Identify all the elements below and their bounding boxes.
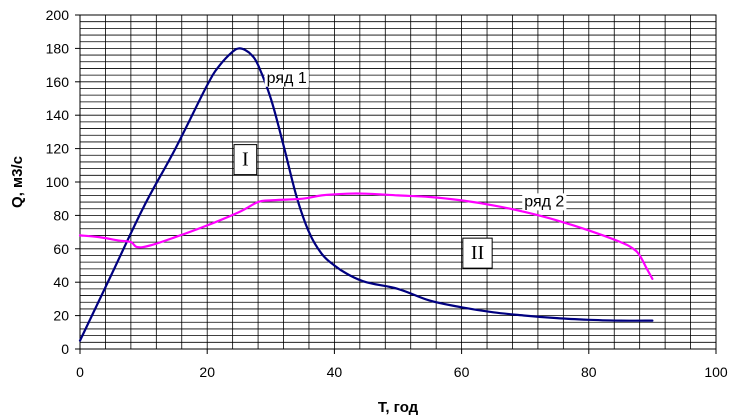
- x-tick-label: 0: [76, 364, 84, 380]
- series-line-2: [78, 192, 654, 280]
- y-axis-ticks: 0 20 40 60 80 100 120 140 160 180 200: [46, 7, 80, 357]
- region-label-text: II: [471, 242, 484, 264]
- y-tick-label: 0: [61, 341, 69, 357]
- series-name-label-bg: [522, 193, 567, 211]
- y-tick-label: 180: [46, 40, 70, 56]
- region-label-4: II: [462, 237, 493, 269]
- series-name-label-bg: [264, 69, 309, 87]
- y-tick-label: 120: [46, 141, 70, 157]
- x-tick-label: 40: [327, 364, 343, 380]
- y-tick-label: 80: [53, 207, 69, 223]
- region-label-text: I: [242, 149, 249, 171]
- y-tick-label: 40: [53, 274, 69, 290]
- region-label-box: [462, 237, 493, 269]
- y-tick-label: 100: [46, 174, 70, 190]
- region-label-3: I: [233, 144, 258, 176]
- series-line-1: [78, 47, 654, 342]
- x-tick-label: 100: [704, 364, 728, 380]
- y-tick-label: 20: [53, 308, 69, 324]
- x-axis-title: T, год: [378, 399, 419, 416]
- y-tick-label: 200: [46, 7, 70, 23]
- y-axis-title: Q, м3/с: [9, 156, 26, 208]
- x-tick-label: 60: [454, 364, 470, 380]
- x-axis-ticks: 0 20 40 60 80 100: [76, 349, 728, 380]
- series-name-label: ряд 1: [267, 70, 307, 87]
- x-tick-label: 80: [581, 364, 597, 380]
- region-label-box: [233, 144, 258, 176]
- x-tick-label: 20: [199, 364, 215, 380]
- y-tick-label: 140: [46, 107, 70, 123]
- y-tick-label: 160: [46, 74, 70, 90]
- series-name-label: ряд 2: [524, 193, 564, 210]
- series-layer: [78, 47, 654, 342]
- grid: [79, 14, 717, 350]
- y-tick-label: 60: [53, 241, 69, 257]
